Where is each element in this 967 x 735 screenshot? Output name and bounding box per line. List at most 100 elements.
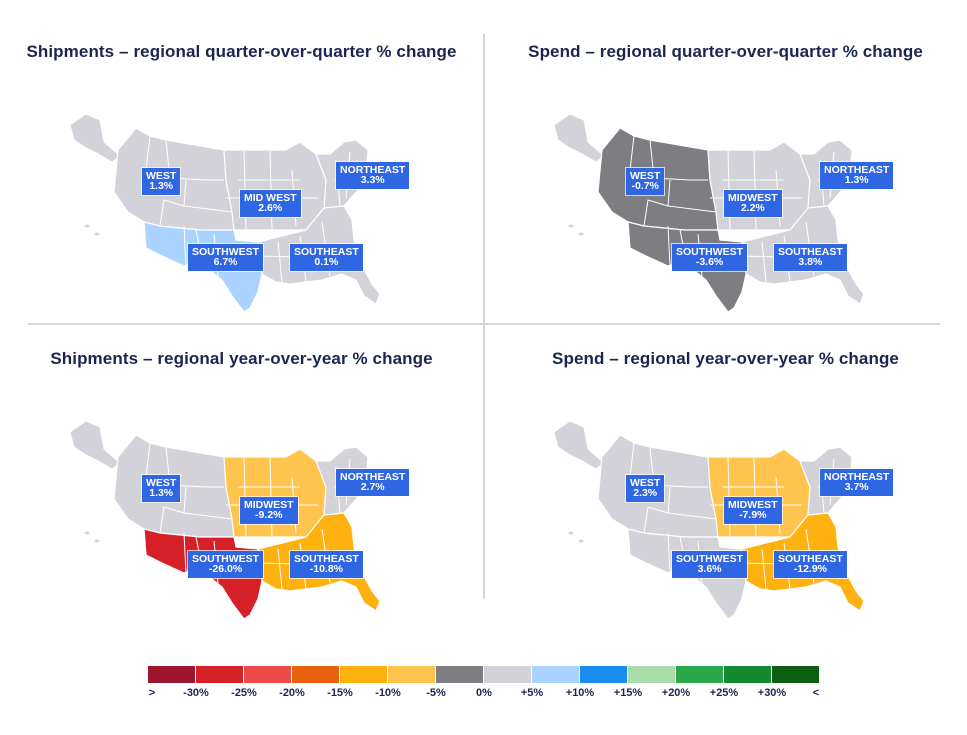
map-panel-shipments-yoy: Shipments – regional year-over-year % ch… — [0, 337, 483, 642]
region-label-northeast: NORTHEAST 1.3% — [820, 162, 894, 189]
region-name: NORTHEAST — [824, 471, 890, 483]
alaska-shape — [69, 420, 121, 470]
horizontal-divider — [28, 323, 940, 325]
panel-title: Spend – regional quarter-over-quarter % … — [528, 42, 923, 61]
state-border-line — [667, 225, 671, 267]
legend-swatch — [628, 666, 675, 683]
state-border-line — [667, 532, 671, 574]
region-name: MIDWEST — [244, 499, 294, 511]
legend-tick-label: > — [148, 687, 156, 699]
region-name: NORTHEAST — [340, 164, 406, 176]
map-panel-spend-yoy: Spend – regional year-over-year % change… — [484, 337, 967, 642]
legend-swatch — [148, 666, 195, 683]
legend-swatch — [196, 666, 243, 683]
region-name: SOUTHWEST — [676, 553, 744, 565]
region-label-west: WEST 2.3% — [626, 475, 665, 502]
state-border-line — [643, 199, 669, 227]
state-border-line — [183, 532, 187, 574]
legend-swatch — [724, 666, 771, 683]
region-name: SOUTHEAST — [294, 553, 359, 565]
legend-swatch — [244, 666, 291, 683]
region-value: -12.9% — [793, 563, 828, 575]
legend-tick-label: -10% — [375, 687, 401, 699]
region-value: -3.6% — [695, 256, 724, 268]
state-border-line — [643, 506, 669, 534]
region-value: -7.9% — [739, 509, 767, 521]
region-name: SOUTHEAST — [778, 553, 843, 565]
legend-tick-label: < — [812, 687, 820, 699]
state-border-line — [159, 199, 185, 227]
legend-swatch — [340, 666, 387, 683]
region-name: NORTHEAST — [824, 164, 890, 176]
region-label-west: WEST -0.7% — [626, 168, 665, 195]
legend-tick-label: +20% — [661, 687, 691, 699]
region-value: 1.3% — [844, 174, 869, 186]
region-label-southwest: SOUTHWEST 6.7% — [188, 244, 264, 271]
region-value: 2.3% — [633, 487, 658, 499]
state-border-line — [649, 446, 708, 488]
legend-tick-label: -5% — [426, 687, 446, 699]
region-label-southeast: SOUTHEAST -12.9% — [774, 551, 847, 578]
region-name: WEST — [146, 170, 177, 182]
panel-title: Shipments – regional quarter-over-quarte… — [26, 42, 457, 61]
region-label-midwest: MIDWEST -9.2% — [240, 497, 298, 524]
legend-tick-label: +15% — [613, 687, 643, 699]
region-name: WEST — [630, 477, 661, 489]
legend-tick-label: +25% — [709, 687, 739, 699]
vertical-divider — [483, 34, 485, 599]
region-value: 3.7% — [844, 481, 869, 493]
region-name: SOUTHEAST — [294, 246, 359, 258]
legend-tick-label: +30% — [757, 687, 787, 699]
region-label-midwest: MID WEST 2.6% — [240, 190, 301, 217]
state-border-line — [277, 548, 283, 590]
region-label-southeast: SOUTHEAST 3.8% — [774, 244, 847, 271]
region-name: WEST — [146, 477, 177, 489]
alaska-shape — [69, 113, 121, 163]
region-value: 3.3% — [360, 174, 385, 186]
state-border-line — [159, 506, 185, 534]
region-label-southeast: SOUTHEAST 0.1% — [290, 244, 363, 271]
alaska-shape — [553, 420, 605, 470]
state-border-line — [761, 548, 767, 590]
legend-swatch — [436, 666, 483, 683]
hawaii-shape — [567, 223, 585, 237]
legend-swatch — [676, 666, 723, 683]
us-map — [69, 420, 381, 620]
color-scale-legend: > -30% -25% -20% -15% -10% -5% 0% +5% +10% +15% +20… — [148, 666, 820, 711]
region-label-southwest: SOUTHWEST -26.0% — [188, 551, 264, 578]
region-name: NORTHEAST — [340, 471, 406, 483]
region-value: 3.8% — [798, 256, 823, 268]
region-label-midwest: MIDWEST -7.9% — [724, 497, 782, 524]
legend-tick-label: +10% — [565, 687, 595, 699]
hawaii-shape — [567, 530, 585, 544]
state-border-line — [649, 139, 708, 181]
region-label-northeast: NORTHEAST 2.7% — [336, 469, 410, 496]
region-label-west: WEST 1.3% — [142, 168, 181, 195]
state-border-line — [277, 241, 283, 283]
panel-title: Shipments – regional year-over-year % ch… — [50, 349, 433, 368]
legend-swatch — [292, 666, 339, 683]
region-label-northeast: NORTHEAST 3.3% — [336, 162, 410, 189]
region-value: 2.7% — [360, 481, 385, 493]
hawaii-shape — [83, 223, 101, 237]
region-name: SOUTHEAST — [778, 246, 843, 258]
alaska-shape — [553, 113, 605, 163]
map-panel-shipments-qoq: Shipments – regional quarter-over-quarte… — [0, 30, 483, 335]
legend-swatch — [580, 666, 627, 683]
region-label-southwest: SOUTHWEST -3.6% — [672, 244, 748, 271]
region-value: 6.7% — [213, 256, 238, 268]
region-label-west: WEST 1.3% — [142, 475, 181, 502]
region-value: 2.6% — [258, 202, 283, 214]
region-value: 1.3% — [149, 487, 174, 499]
us-map — [553, 420, 865, 620]
legend-swatch — [484, 666, 531, 683]
region-value: 0.1% — [314, 256, 339, 268]
legend-tick-label: 0% — [476, 687, 492, 699]
region-value: -10.8% — [309, 563, 344, 575]
legend-swatch — [532, 666, 579, 683]
legend-swatch — [772, 666, 819, 683]
state-border-line — [183, 225, 187, 267]
region-name: SOUTHWEST — [192, 553, 260, 565]
legend-swatch — [388, 666, 435, 683]
region-label-midwest: MIDWEST 2.2% — [724, 190, 782, 217]
